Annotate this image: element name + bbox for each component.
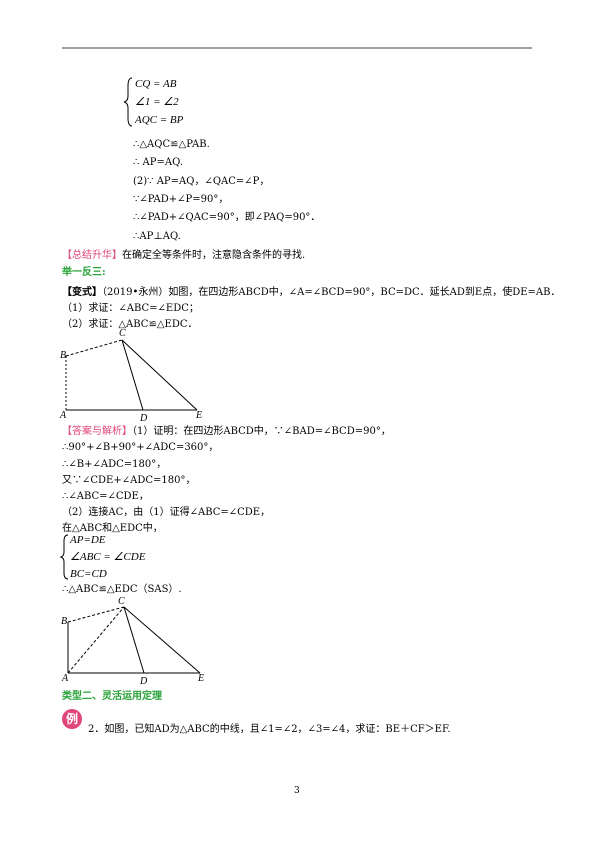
answer-text: （1）证明：在四边形ABCD中，∵∠BAD=∠BCD=90°，: [132, 426, 391, 437]
variant: 【变式】（2019•永州）如图，在四边形ABCD中，∠A=∠BCD=90°，BC…: [62, 287, 560, 299]
brace-line: CQ = AB: [135, 78, 177, 90]
brace-line: AP=DE: [70, 534, 106, 546]
figure-2: [67, 606, 201, 674]
point-label: C: [119, 328, 126, 339]
text-line: ∴90°+∠B+90°+∠ADC=360°，: [62, 442, 219, 453]
page-number: 3: [294, 786, 300, 796]
summary: 【总结升华】在确定全等条件时，注意隐含条件的寻找.: [62, 250, 305, 262]
text-line: (2)∵ AP=AQ，∠QAC=∠P，: [133, 176, 270, 187]
brace-line: AQC = BP: [135, 114, 184, 126]
text-line: ∴∠ABC=∠CDE，: [62, 491, 149, 502]
point-label: D: [139, 676, 148, 687]
text-line: 又∵∠CDE+∠ADC=180°，: [62, 475, 196, 486]
brace: [59, 534, 69, 580]
heading: 举一反三:: [62, 267, 106, 278]
point-label: E: [195, 410, 202, 421]
figure-1: [65, 339, 198, 411]
text-line: ∴AP⊥AQ.: [133, 231, 181, 242]
text-line: ∴∠PAD+∠QAC=90°，即∠PAQ=90°．: [133, 212, 321, 223]
point-label: E: [197, 673, 204, 684]
text-line: （2）求证：△ABC≌△EDC．: [62, 319, 198, 330]
point-label: C: [118, 596, 125, 607]
point-label: A: [59, 410, 67, 421]
summary-tag: 【总结升华】: [62, 250, 122, 261]
brace-line: BC=CD: [70, 568, 107, 580]
example-icon-bg: [62, 709, 82, 729]
text-line: 在△ABC和△EDC中，: [62, 523, 163, 534]
text-line: ∵∠PAD+∠P=90°，: [133, 194, 229, 205]
text-line: ∴△AQC≌△PAB.: [133, 139, 210, 150]
text-line: ∴ AP=AQ.: [133, 157, 183, 168]
text-line: ∴∠B+∠ADC=180°，: [62, 459, 167, 470]
point-label: A: [61, 673, 69, 684]
brace-line: ∠1 = ∠2: [135, 96, 179, 108]
variant-text: （2019•永州）如图，在四边形ABCD中，∠A=∠BCD=90°，BC=DC．…: [102, 287, 561, 298]
summary-text: 在确定全等条件时，注意隐含条件的寻找.: [122, 250, 306, 261]
point-label: D: [139, 413, 148, 424]
point-label: B: [60, 350, 66, 361]
text-line: （1）求证：∠ABC=∠EDC；: [62, 303, 199, 314]
example-icon: 例: [66, 711, 78, 726]
example-text: 2．如图，已知AD为△ABC的中线，且∠1=∠2，∠3=∠4，求证：BE＋CF＞…: [88, 724, 451, 735]
brace: [123, 77, 133, 127]
point-label: B: [61, 616, 67, 627]
text-line: （2）连接AC，由（1）证得∠ABC=∠CDE，: [62, 507, 271, 518]
answer-tag: 【答案与解析】: [62, 426, 132, 437]
text-line: ∴△ABC≌△EDC（SAS）.: [62, 584, 182, 595]
heading: 类型二、灵活运用定理: [62, 691, 162, 702]
answer: 【答案与解析】（1）证明：在四边形ABCD中，∵∠BAD=∠BCD=90°，: [62, 426, 391, 438]
brace-line: ∠ABC = ∠CDE: [70, 551, 146, 563]
variant-tag: 【变式】: [62, 287, 102, 298]
